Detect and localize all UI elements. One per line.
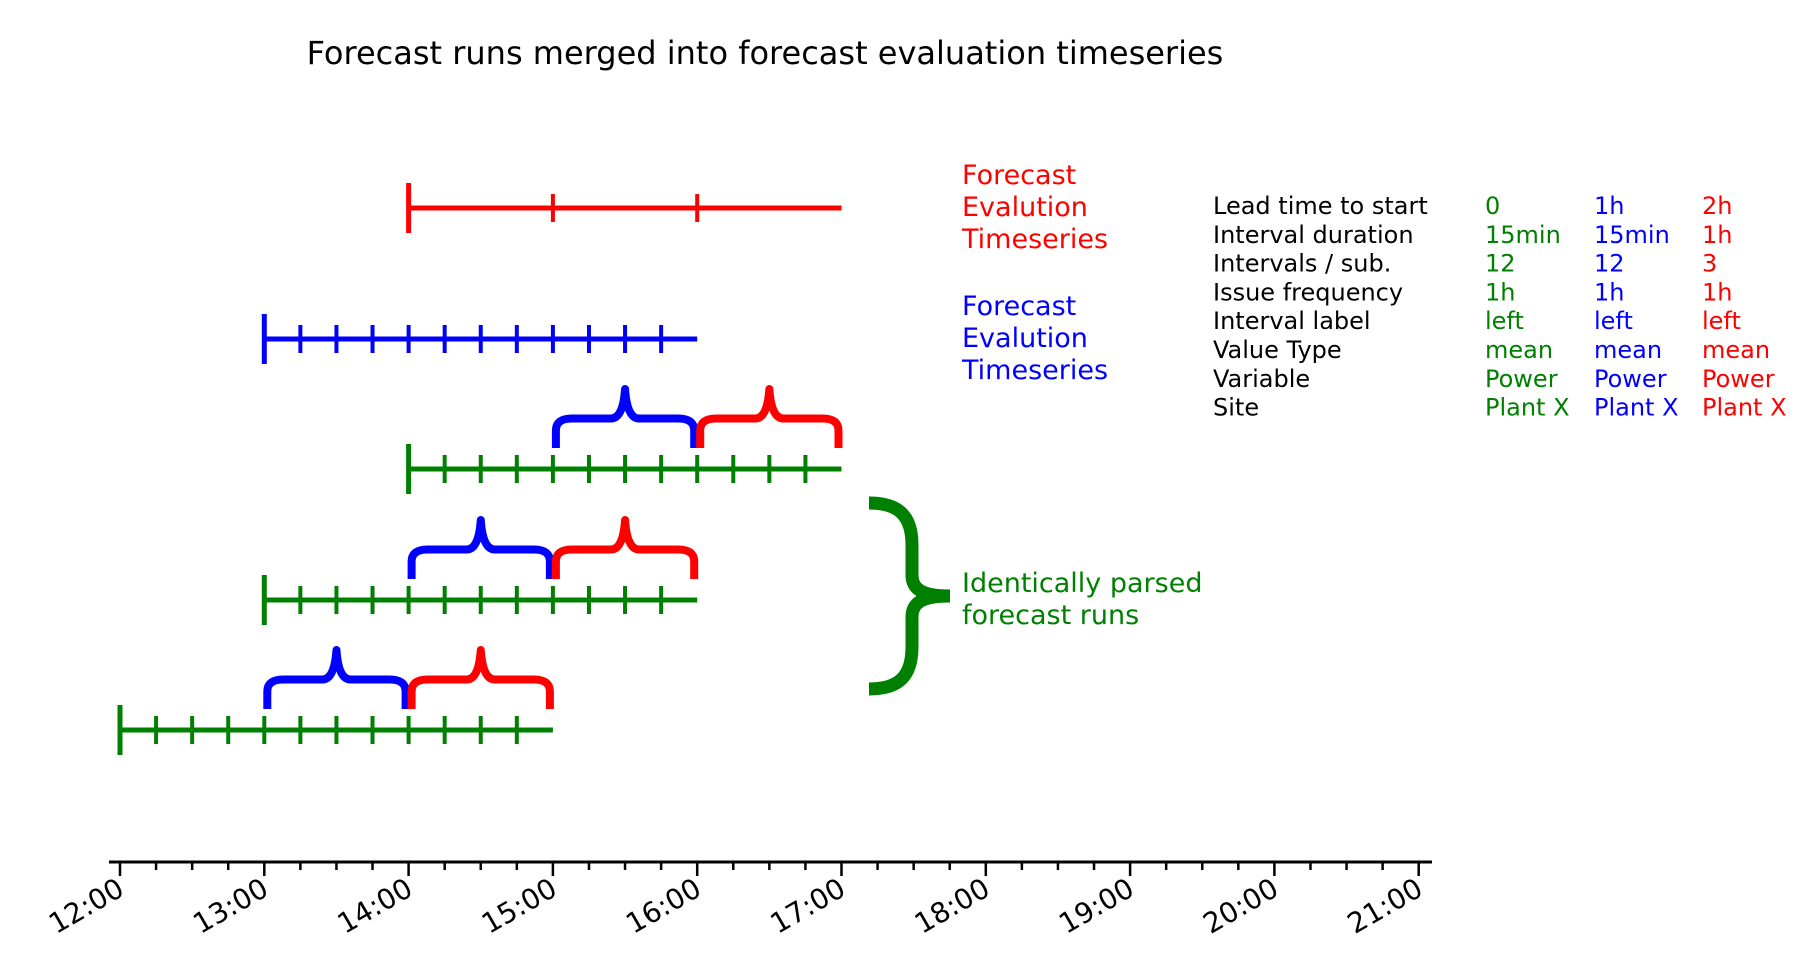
- table-cell: Plant X: [1485, 394, 1570, 422]
- table-row-label: Issue frequency: [1213, 278, 1403, 306]
- timeline-blue-eval: [261, 314, 698, 364]
- blue-interval-brace: [263, 646, 410, 709]
- table-cell: 3: [1702, 250, 1717, 278]
- table-cell: Power: [1702, 365, 1775, 393]
- table-row-label: Site: [1213, 394, 1259, 422]
- table-cell: Power: [1485, 365, 1558, 393]
- table-cell: left: [1485, 307, 1524, 335]
- braces-group: [263, 385, 843, 709]
- table-cell: left: [1702, 307, 1741, 335]
- x-tick-label: 16:00: [620, 871, 706, 940]
- table-row-label: Intervals / sub.: [1213, 250, 1391, 278]
- x-tick-label: 20:00: [1198, 871, 1284, 940]
- table-cell: Power: [1594, 365, 1667, 393]
- identical-runs-label-line: forecast runs: [962, 600, 1139, 631]
- blue-interval-brace: [551, 385, 699, 448]
- table-row-label: Lead time to start: [1213, 192, 1428, 220]
- table-cell: 1h: [1594, 278, 1624, 306]
- x-tick-label: 15:00: [476, 871, 562, 940]
- red-interval-brace: [551, 516, 699, 579]
- diagram-title: Forecast runs merged into forecast evalu…: [307, 34, 1224, 72]
- timeline-green-run-1: [117, 705, 553, 755]
- table-row-label: Variable: [1213, 365, 1310, 393]
- table-cell: 1h: [1485, 278, 1515, 306]
- table-row-label: Interval label: [1213, 307, 1371, 335]
- table-cell: mean: [1702, 336, 1770, 364]
- red-eval-label: Forecast Evalution Timeseries: [961, 160, 1108, 255]
- table-cell: 2h: [1702, 192, 1732, 220]
- table-cell: left: [1594, 307, 1633, 335]
- x-tick-label: 21:00: [1342, 871, 1428, 940]
- table-cell: mean: [1594, 336, 1662, 364]
- table-cell: 1h: [1702, 278, 1732, 306]
- x-tick-label: 12:00: [43, 871, 129, 940]
- red-interval-brace: [696, 385, 843, 448]
- red-eval-label-line: Evalution: [962, 192, 1088, 223]
- x-tick-label: 18:00: [909, 871, 995, 940]
- identical-runs-label-line: Identically parsed: [962, 568, 1202, 599]
- timeline-green-run-2: [261, 575, 698, 625]
- table-row-label: Value Type: [1213, 336, 1342, 364]
- blue-eval-label-line: Forecast: [962, 291, 1076, 322]
- table-cell: 1h: [1702, 221, 1732, 249]
- table-cell: 15min: [1485, 221, 1561, 249]
- table-cell: Plant X: [1594, 394, 1679, 422]
- x-tick-label: 14:00: [332, 871, 418, 940]
- identical-runs-brace: [868, 496, 951, 696]
- red-eval-label-line: Timeseries: [961, 224, 1108, 255]
- x-axis: 12:00 13:00 14:00 15:00 16:00 17:00 18:00 19:00…: [43, 860, 1432, 940]
- table-row-label: Interval duration: [1213, 221, 1414, 249]
- timelines-group: [117, 183, 842, 755]
- blue-eval-label-line: Timeseries: [961, 355, 1108, 386]
- blue-eval-label-line: Evalution: [962, 323, 1088, 354]
- table-cell: 0: [1485, 192, 1500, 220]
- timeline-red-eval: [406, 183, 842, 233]
- blue-interval-brace: [407, 516, 554, 579]
- table-cell: 12: [1485, 250, 1516, 278]
- x-tick-label: 17:00: [765, 871, 851, 940]
- red-eval-label-line: Forecast: [962, 160, 1076, 191]
- table-cell: 12: [1594, 250, 1625, 278]
- blue-eval-label: Forecast Evalution Timeseries: [961, 291, 1108, 386]
- table-cell: 1h: [1594, 192, 1624, 220]
- table-cell: 15min: [1594, 221, 1670, 249]
- x-tick-label: 19:00: [1053, 871, 1139, 940]
- table-cell: Plant X: [1702, 394, 1787, 422]
- table-cell: mean: [1485, 336, 1553, 364]
- timeline-green-run-3: [406, 444, 842, 494]
- red-interval-brace: [407, 646, 554, 709]
- identical-runs-label: Identically parsed forecast runs: [962, 568, 1202, 631]
- x-tick-label: 13:00: [187, 871, 273, 940]
